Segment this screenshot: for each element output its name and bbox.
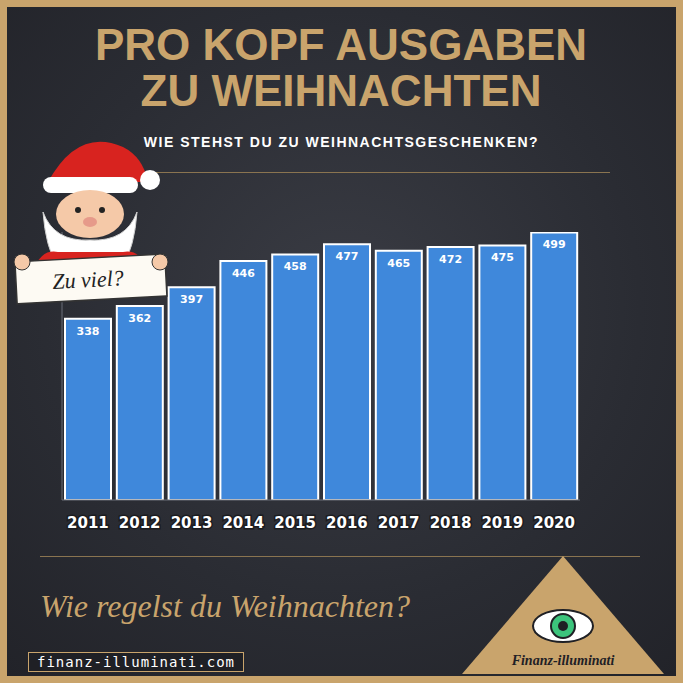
svg-text:499: 499: [543, 238, 566, 251]
svg-text:2018: 2018: [430, 514, 472, 532]
svg-text:465: 465: [387, 257, 410, 270]
svg-text:362: 362: [128, 312, 151, 325]
html-text:WIE STEHST DU ZU WEIHNACHTSGES: WIE STEHST DU ZU WEIHNACHTSGESCHENKEN?: [143, 134, 540, 150]
svg-text:397: 397: [180, 293, 203, 306]
svg-text:446: 446: [232, 267, 255, 280]
svg-text:458: 458: [284, 260, 307, 273]
html-text:finanz-illuminati.com: finanz-illuminati.com: [37, 654, 235, 670]
svg-text:477: 477: [336, 250, 359, 263]
svg-text:2020: 2020: [533, 514, 575, 532]
svg-text:Zu viel?: Zu viel?: [52, 265, 125, 294]
html-text:Wie regelst du Weihnachten?: Wie regelst du Weihnachten?: [40, 588, 410, 624]
svg-text:2013: 2013: [171, 514, 213, 532]
svg-text:2019: 2019: [481, 514, 523, 532]
html-text:PRO KOPF AUSGABEN ZU WEIHNACHT: PRO KOPF AUSGABEN ZU WEIHNACHTEN: [94, 20, 588, 116]
svg-text:472: 472: [439, 253, 462, 266]
svg-text:338: 338: [77, 325, 100, 338]
svg-text:Finanz-illuminati: Finanz-illuminati: [511, 653, 615, 668]
svg-text:2016: 2016: [326, 514, 368, 532]
svg-text:2014: 2014: [222, 514, 264, 532]
svg-text:2012: 2012: [119, 514, 161, 532]
svg-text:475: 475: [491, 251, 514, 264]
svg-text:2015: 2015: [274, 514, 316, 532]
svg-text:2011: 2011: [67, 514, 109, 532]
svg-text:2017: 2017: [378, 514, 420, 532]
